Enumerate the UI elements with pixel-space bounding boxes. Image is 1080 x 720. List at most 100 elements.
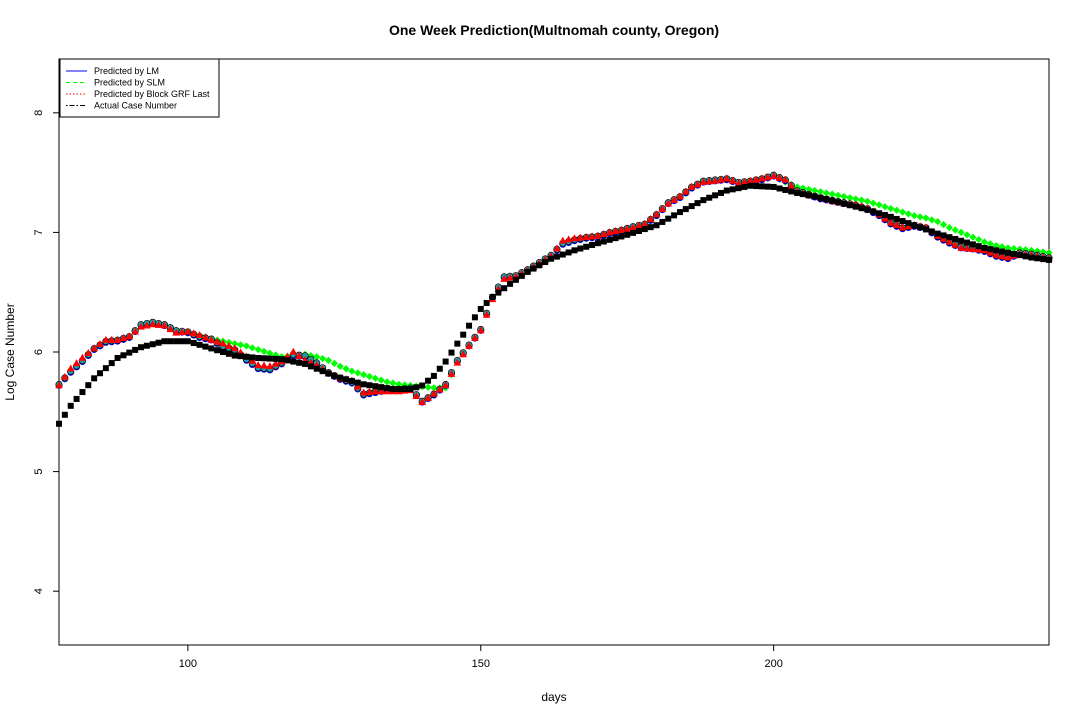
grf-point xyxy=(764,173,772,181)
grf-point xyxy=(588,232,596,240)
actual-point xyxy=(143,342,150,349)
grf-point xyxy=(576,233,585,241)
actual-point xyxy=(589,241,596,248)
grf-point xyxy=(143,321,151,329)
actual-point xyxy=(829,197,836,204)
actual-point xyxy=(811,193,818,200)
actual-point xyxy=(764,183,771,190)
actual-point xyxy=(348,377,355,384)
grf-point xyxy=(617,225,626,233)
grf-point xyxy=(570,234,579,242)
actual-point xyxy=(565,249,572,256)
actual-point xyxy=(272,355,279,362)
legend-label: Actual Case Number xyxy=(94,101,177,111)
actual-point xyxy=(700,197,707,204)
grf-point xyxy=(271,359,280,367)
slm-point xyxy=(330,359,338,367)
grf-point xyxy=(447,369,456,377)
grf-point xyxy=(225,341,233,349)
actual-point xyxy=(173,338,180,345)
slm-point xyxy=(986,240,995,248)
actual-point xyxy=(928,228,935,235)
actual-point xyxy=(120,352,127,359)
actual-point xyxy=(917,224,924,231)
slm-point xyxy=(957,228,965,237)
actual-point xyxy=(530,265,537,272)
actual-point xyxy=(237,353,244,360)
actual-point xyxy=(618,233,625,240)
actual-point xyxy=(864,206,871,213)
grf-point xyxy=(629,223,637,231)
actual-point xyxy=(735,185,742,192)
actual-point xyxy=(249,354,256,361)
slm-point xyxy=(383,378,391,386)
actual-point xyxy=(518,272,525,279)
grf-point xyxy=(717,175,725,183)
grf-point xyxy=(84,348,93,356)
slm-point xyxy=(904,210,913,218)
actual-point xyxy=(430,372,437,379)
actual-point xyxy=(671,212,678,219)
actual-point xyxy=(665,215,672,222)
y-tick-label: 7 xyxy=(33,229,45,235)
actual-point xyxy=(102,365,109,372)
actual-point xyxy=(307,363,314,370)
y-tick-label: 4 xyxy=(33,588,45,594)
grf-point xyxy=(693,180,702,188)
actual-point xyxy=(477,305,484,312)
grf-point xyxy=(676,192,684,200)
grf-point xyxy=(670,195,678,203)
actual-point xyxy=(887,213,894,220)
slm-point xyxy=(969,233,977,241)
slm-point xyxy=(928,216,936,224)
actual-point xyxy=(741,183,748,190)
actual-point xyxy=(290,358,297,365)
actual-point xyxy=(1034,255,1041,262)
actual-point xyxy=(407,386,414,393)
actual-point xyxy=(454,340,461,347)
grf-point xyxy=(459,350,468,358)
grf-point xyxy=(892,221,901,229)
grf-point xyxy=(775,173,784,181)
slm-point xyxy=(811,186,819,195)
grf-point xyxy=(213,337,221,345)
actual-point xyxy=(524,268,531,275)
actual-point xyxy=(1028,254,1035,261)
actual-point xyxy=(401,386,408,393)
actual-point xyxy=(354,379,361,386)
grf-point xyxy=(412,392,421,400)
actual-point xyxy=(999,248,1006,255)
slm-point xyxy=(424,383,432,391)
legend-label: Predicted by Block GRF Last xyxy=(94,89,210,99)
actual-point xyxy=(220,349,227,355)
grf-point xyxy=(787,181,796,189)
grf-point xyxy=(289,347,298,355)
actual-point xyxy=(758,183,765,190)
slm-point xyxy=(893,206,901,214)
actual-point xyxy=(460,331,467,338)
slm-point xyxy=(887,204,895,213)
x-tick-label: 150 xyxy=(472,658,490,670)
slm-point xyxy=(805,185,813,193)
grf-point xyxy=(734,179,743,187)
slm-point xyxy=(875,201,883,209)
actual-point xyxy=(278,356,285,363)
actual-point xyxy=(706,194,713,201)
grf-point xyxy=(740,177,749,185)
actual-point xyxy=(337,374,344,381)
actual-point xyxy=(782,186,789,193)
grf-point xyxy=(500,274,509,282)
grf-point xyxy=(435,385,444,393)
actual-point xyxy=(641,226,648,233)
grf-point xyxy=(957,243,965,251)
grf-point xyxy=(90,344,98,352)
slm-point xyxy=(319,354,327,363)
grf-point xyxy=(201,333,210,341)
actual-point xyxy=(723,187,730,194)
grf-point xyxy=(424,393,432,401)
slm-point xyxy=(863,197,872,205)
axes: 100 150 200 4 5 6 7 8 xyxy=(33,110,783,670)
grf-point xyxy=(553,244,561,252)
actual-point xyxy=(319,368,326,375)
slm-point xyxy=(840,192,848,201)
